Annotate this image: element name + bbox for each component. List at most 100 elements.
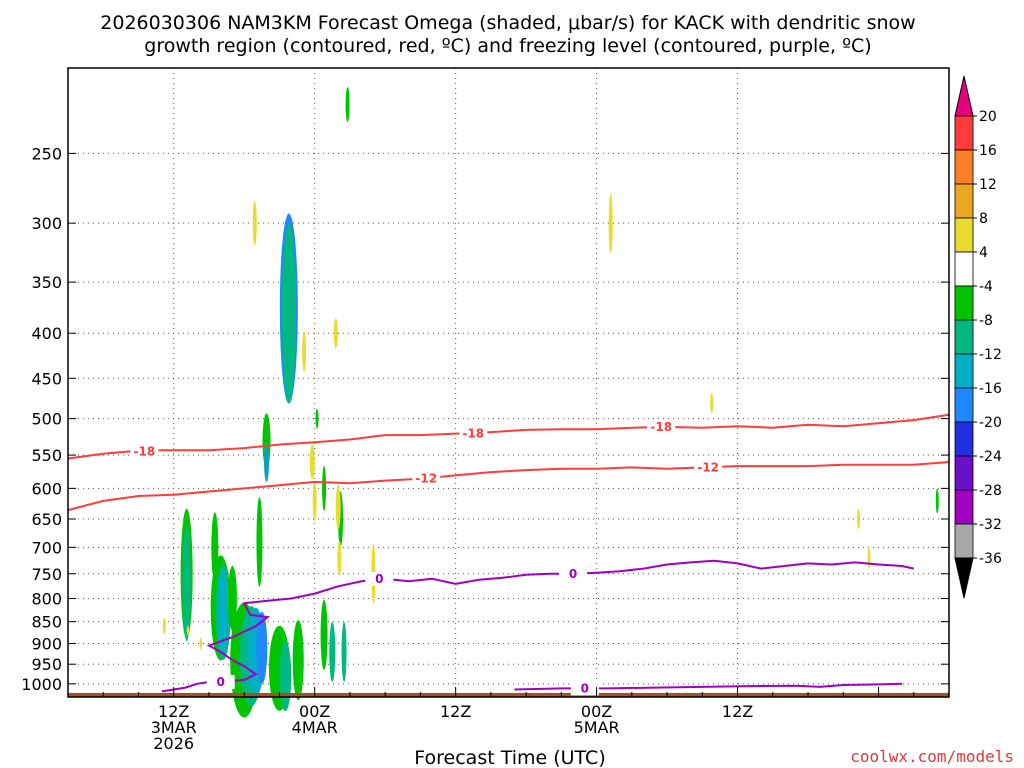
contour-label-bg bbox=[412, 471, 441, 486]
contour-line--18 bbox=[67, 413, 950, 460]
y-tick-label-700: 700 bbox=[31, 538, 62, 557]
contour-label--18: -18 bbox=[134, 445, 156, 459]
omega-cell bbox=[333, 318, 338, 349]
omega-cell bbox=[341, 621, 347, 682]
y-tick-label-750: 750 bbox=[31, 565, 62, 584]
omega-cell bbox=[710, 392, 714, 413]
x-tick-label: 2026 bbox=[153, 734, 194, 753]
colorbar-segment bbox=[954, 319, 974, 355]
x-tick-label: 12Z bbox=[722, 702, 753, 721]
colorbar-top-arrow bbox=[954, 75, 974, 117]
colorbar-segment bbox=[954, 353, 974, 389]
omega-cell bbox=[322, 465, 327, 511]
y-tick-label-250: 250 bbox=[31, 144, 62, 163]
omega-cell bbox=[256, 496, 263, 587]
y-tick-label-900: 900 bbox=[31, 635, 62, 654]
y-tick-label-500: 500 bbox=[31, 410, 62, 429]
contour-label-bg bbox=[647, 419, 676, 434]
colorbar-label: -28 bbox=[979, 483, 1002, 499]
omega-cell bbox=[252, 200, 257, 246]
omega-cell bbox=[186, 625, 190, 636]
y-tick-label-800: 800 bbox=[31, 589, 62, 608]
x-tick-label: 4MAR bbox=[292, 718, 338, 737]
contour-label-bg bbox=[570, 681, 599, 696]
omega-cell bbox=[218, 567, 228, 658]
colorbar: 20 16 12 8 4 -4 -8 -12 -16 -20 -24 -28 -32 -36 bbox=[954, 75, 1002, 599]
colorbar-label: 4 bbox=[979, 245, 988, 261]
y-tick-label-600: 600 bbox=[31, 479, 62, 498]
contour-label-0: 0 bbox=[569, 567, 577, 581]
grid-lines bbox=[68, 68, 949, 697]
colorbar-bottom-arrow bbox=[954, 557, 974, 599]
chart-title-line1: 2026030306 NAM3KM Forecast Omega (shaded… bbox=[100, 12, 915, 34]
omega-cell bbox=[857, 509, 861, 530]
omega-shading bbox=[68, 86, 949, 718]
x-tick-label: 12Z bbox=[158, 702, 189, 721]
colorbar-label: 12 bbox=[979, 177, 997, 193]
y-tick-label-650: 650 bbox=[31, 510, 62, 529]
colorbar-label: -8 bbox=[979, 313, 993, 329]
omega-cell bbox=[256, 611, 268, 684]
colorbar-label: -32 bbox=[979, 517, 1002, 533]
omega-cell bbox=[292, 620, 304, 701]
contour-label-0: 0 bbox=[375, 572, 383, 586]
colorbar-segment bbox=[954, 149, 974, 185]
omega-cell bbox=[302, 331, 307, 372]
x-axis-label: Forecast Time (UTC) bbox=[414, 747, 605, 768]
contour-label-bg bbox=[559, 566, 588, 581]
contour-line--12 bbox=[67, 461, 950, 512]
contour-label-bg bbox=[206, 674, 235, 689]
colorbar-label: -4 bbox=[979, 279, 993, 295]
omega-cell bbox=[320, 599, 328, 670]
colorbar-segment bbox=[954, 183, 974, 219]
colorbar-segment bbox=[954, 251, 974, 287]
colorbar-segment bbox=[954, 115, 974, 151]
omega-cell bbox=[335, 484, 341, 530]
x-tick-label: 00Z bbox=[581, 702, 612, 721]
colorbar-label: -20 bbox=[979, 415, 1002, 431]
axes: 250 300 350 400 450 500 550 600 650 700 750 800 850 9… bbox=[21, 67, 950, 753]
y-tick-label-300: 300 bbox=[31, 214, 62, 233]
contour-label--18: -18 bbox=[650, 420, 672, 434]
colorbar-segment bbox=[954, 455, 974, 491]
y-tick-label-950: 950 bbox=[31, 655, 62, 674]
y-tick-label-450: 450 bbox=[31, 369, 62, 388]
colorbar-label: -24 bbox=[979, 449, 1002, 465]
omega-cell bbox=[279, 641, 292, 712]
colorbar-label: -36 bbox=[979, 551, 1002, 567]
contour-line-0 bbox=[161, 559, 915, 693]
x-tick-label: 00Z bbox=[299, 702, 330, 721]
omega-cell bbox=[265, 446, 269, 477]
x-tick-label: 5MAR bbox=[574, 718, 620, 737]
contour-label-bg bbox=[459, 426, 488, 441]
contour-label--18: -18 bbox=[462, 427, 484, 441]
y-tick-label-1000: 1000 bbox=[21, 675, 62, 694]
y-tick-label-350: 350 bbox=[31, 273, 62, 292]
omega-cell bbox=[281, 223, 296, 404]
terrain-strip bbox=[68, 692, 949, 697]
y-tick-label-400: 400 bbox=[31, 324, 62, 343]
omega-cell bbox=[608, 193, 613, 254]
colorbar-segment bbox=[954, 217, 974, 253]
contour-label-bg bbox=[365, 571, 394, 586]
omega-cell bbox=[162, 618, 166, 635]
colorbar-label: 16 bbox=[979, 143, 997, 159]
x-tick-label: 3MAR bbox=[151, 718, 197, 737]
contour-label--12: -12 bbox=[415, 472, 437, 486]
colorbar-label: 20 bbox=[979, 109, 997, 125]
contour-label-0: 0 bbox=[217, 675, 225, 689]
y-tick-label-550: 550 bbox=[31, 446, 62, 465]
omega-cell bbox=[312, 480, 317, 521]
y-tick-label-850: 850 bbox=[31, 613, 62, 632]
omega-cell bbox=[182, 526, 191, 642]
credit-text[interactable]: coolwx.com/models bbox=[850, 747, 1014, 766]
omega-cell bbox=[337, 540, 342, 576]
omega-cell bbox=[329, 621, 336, 682]
temperature-contours: -18 -18 -18 -12 -12 0 0 0 0 bbox=[67, 413, 950, 696]
colorbar-segment bbox=[954, 523, 974, 559]
omega-cell bbox=[227, 565, 237, 631]
contour-label-bg bbox=[694, 460, 723, 475]
colorbar-segment bbox=[954, 489, 974, 525]
colorbar-segment bbox=[954, 387, 974, 423]
